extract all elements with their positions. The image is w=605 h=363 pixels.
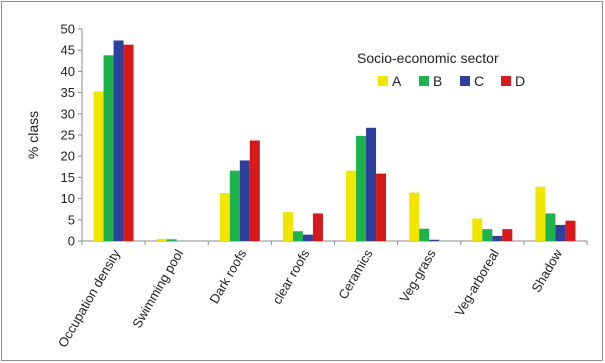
y-tick-label: 30 bbox=[61, 106, 75, 121]
y-tick-label: 0 bbox=[68, 234, 75, 249]
bar-d-6 bbox=[502, 229, 513, 241]
bar-a-5 bbox=[409, 192, 420, 241]
bar-a-3 bbox=[282, 212, 293, 241]
bar-b-4 bbox=[356, 135, 367, 241]
x-category-label: Veg-grass bbox=[396, 246, 439, 305]
y-tick-label: 25 bbox=[61, 128, 75, 143]
bar-a-4 bbox=[346, 170, 357, 241]
y-tick-label: 20 bbox=[61, 149, 75, 164]
bar-c-0 bbox=[113, 40, 124, 242]
bar-b-7 bbox=[545, 213, 556, 241]
y-tick-label: 5 bbox=[68, 212, 75, 227]
legend-swatch-d bbox=[501, 76, 511, 86]
y-tick-label: 15 bbox=[61, 170, 75, 185]
legend-swatch-b bbox=[419, 76, 429, 86]
x-category-label: Shadow bbox=[529, 246, 566, 295]
legend-swatch-c bbox=[460, 76, 470, 86]
legend-label-c: C bbox=[474, 73, 484, 89]
legend-title: Socio-economic sector bbox=[357, 50, 499, 66]
x-category-label: Swimming pool bbox=[129, 247, 186, 331]
y-tick-label: 50 bbox=[61, 22, 75, 37]
x-category-label: Veg-arboreal bbox=[452, 247, 502, 319]
bar-d-4 bbox=[376, 173, 387, 241]
bar-b-1 bbox=[166, 239, 177, 241]
bar-d-7 bbox=[565, 220, 576, 241]
x-category-label: Ceramics bbox=[335, 246, 376, 301]
bar-b-6 bbox=[482, 229, 493, 241]
legend-swatch-a bbox=[378, 76, 388, 86]
bar-c-3 bbox=[302, 234, 313, 241]
y-tick-label: 35 bbox=[61, 85, 75, 100]
y-tick-label: 40 bbox=[61, 64, 75, 79]
bar-d-3 bbox=[312, 213, 323, 241]
labels: Occupation density Swimming pool Dark roof… bbox=[55, 246, 565, 350]
y-tick-label: 45 bbox=[61, 43, 75, 58]
bar-c-2 bbox=[239, 160, 250, 241]
legend-label-b: B bbox=[433, 73, 442, 89]
legend-label-a: A bbox=[392, 73, 402, 89]
x-category-label: clear roofs bbox=[269, 246, 313, 306]
bar-b-3 bbox=[292, 231, 303, 241]
bar-a-1 bbox=[156, 238, 167, 241]
x-category-label: Dark roofs bbox=[206, 246, 249, 306]
bar-b-5 bbox=[419, 228, 430, 241]
bar-d-0 bbox=[123, 44, 134, 241]
bar-c-6 bbox=[492, 235, 503, 241]
bar-a-7 bbox=[535, 186, 546, 241]
x-category-label: Occupation density bbox=[55, 246, 124, 350]
bar-b-2 bbox=[229, 170, 240, 241]
bar-c-5 bbox=[429, 239, 440, 241]
bar-b-0 bbox=[103, 55, 114, 242]
bar-a-0 bbox=[93, 91, 104, 241]
bar-a-6 bbox=[472, 218, 483, 241]
bar-c-4 bbox=[366, 127, 377, 241]
bar-c-7 bbox=[555, 224, 566, 241]
legend: Socio-economic sector A B C D bbox=[357, 50, 525, 89]
bars bbox=[93, 40, 576, 242]
bar-d-2 bbox=[249, 140, 260, 241]
y-tick-label: 10 bbox=[61, 191, 75, 206]
y-axis-title: % class bbox=[25, 111, 41, 159]
bar-a-2 bbox=[219, 193, 230, 241]
legend-label-d: D bbox=[515, 73, 525, 89]
